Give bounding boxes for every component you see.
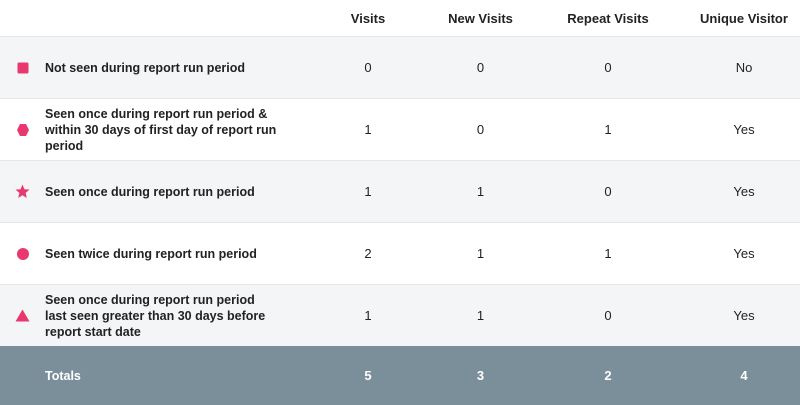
cell-new-visits: 1: [476, 246, 485, 261]
row-label-line: Seen once during report run period &: [45, 106, 268, 121]
total-unique-visitor: 4: [740, 368, 748, 383]
total-new-visits: 3: [476, 368, 485, 383]
cell-unique-visitor: Yes: [733, 246, 755, 261]
total-visits: 5: [364, 368, 372, 383]
cell-visits: 2: [364, 246, 372, 261]
cell-visits: 0: [364, 60, 372, 75]
table-row: Seen once during report run period last …: [0, 284, 800, 346]
row-label-line: Seen twice during report run period: [45, 246, 257, 261]
cell-repeat-visits: 0: [604, 308, 612, 323]
column-header-visits: Visits: [350, 10, 386, 26]
row-label-line: Not seen during report run period: [45, 60, 246, 75]
column-header-unique-visitor: Unique Visitor: [700, 10, 788, 26]
triangle-icon: [15, 309, 30, 322]
cell-new-visits: 0: [476, 60, 485, 75]
cell-repeat-visits: 0: [604, 60, 612, 75]
row-label: Seen once during report run period: [45, 184, 303, 200]
total-repeat-visits: 2: [604, 368, 612, 383]
cell-new-visits: 1: [476, 184, 485, 199]
cell-repeat-visits: 0: [604, 184, 612, 199]
star-icon: [15, 184, 30, 198]
row-label: Seen twice during report run period: [45, 246, 303, 262]
table-row: Seen twice during report run period 2 1 …: [0, 222, 800, 284]
table-row: Seen once during report run period 1 1 0…: [0, 160, 800, 222]
row-icon: [0, 61, 45, 75]
cell-repeat-visits: 1: [604, 122, 612, 137]
row-label: Not seen during report run period: [45, 60, 303, 76]
row-label-line: report start date: [45, 324, 141, 339]
cell-visits: 1: [364, 184, 372, 199]
cell-new-visits: 1: [476, 308, 485, 323]
cell-repeat-visits: 1: [604, 246, 612, 261]
totals-row: Totals 5 3 2 4: [0, 346, 800, 405]
table-row: Seen once during report run period & wit…: [0, 98, 800, 160]
column-header-new-visits: New Visits: [448, 10, 513, 26]
column-header-repeat-visits: Repeat Visits: [567, 10, 649, 26]
row-label-line: within 30 days of first day of report ru…: [45, 122, 277, 153]
row-label-line: last seen greater than 30 days before: [45, 308, 266, 323]
row-icon: [0, 184, 45, 199]
cell-unique-visitor: Yes: [733, 122, 755, 137]
row-icon: [0, 247, 45, 261]
table-header: Visits New Visits Repeat Visits Unique V…: [0, 0, 800, 36]
table-row: Not seen during report run period 0 0 0 …: [0, 36, 800, 98]
row-label-line: Seen once during report run period: [45, 184, 255, 199]
cell-visits: 1: [364, 122, 372, 137]
cell-new-visits: 0: [476, 122, 485, 137]
row-icon: [0, 123, 45, 137]
cell-visits: 1: [364, 308, 372, 323]
row-label-line: Seen once during report run period: [45, 292, 255, 307]
circle-icon: [16, 247, 29, 260]
row-icon: [0, 309, 45, 322]
row-label: Seen once during report run period & wit…: [45, 106, 303, 154]
cell-unique-visitor: No: [735, 60, 753, 75]
cell-unique-visitor: Yes: [733, 184, 755, 199]
hexagon-icon: [16, 123, 29, 136]
square-icon: [17, 62, 28, 73]
row-label: Seen once during report run period last …: [45, 292, 303, 340]
totals-label: Totals: [45, 368, 81, 383]
cell-unique-visitor: Yes: [733, 308, 755, 323]
